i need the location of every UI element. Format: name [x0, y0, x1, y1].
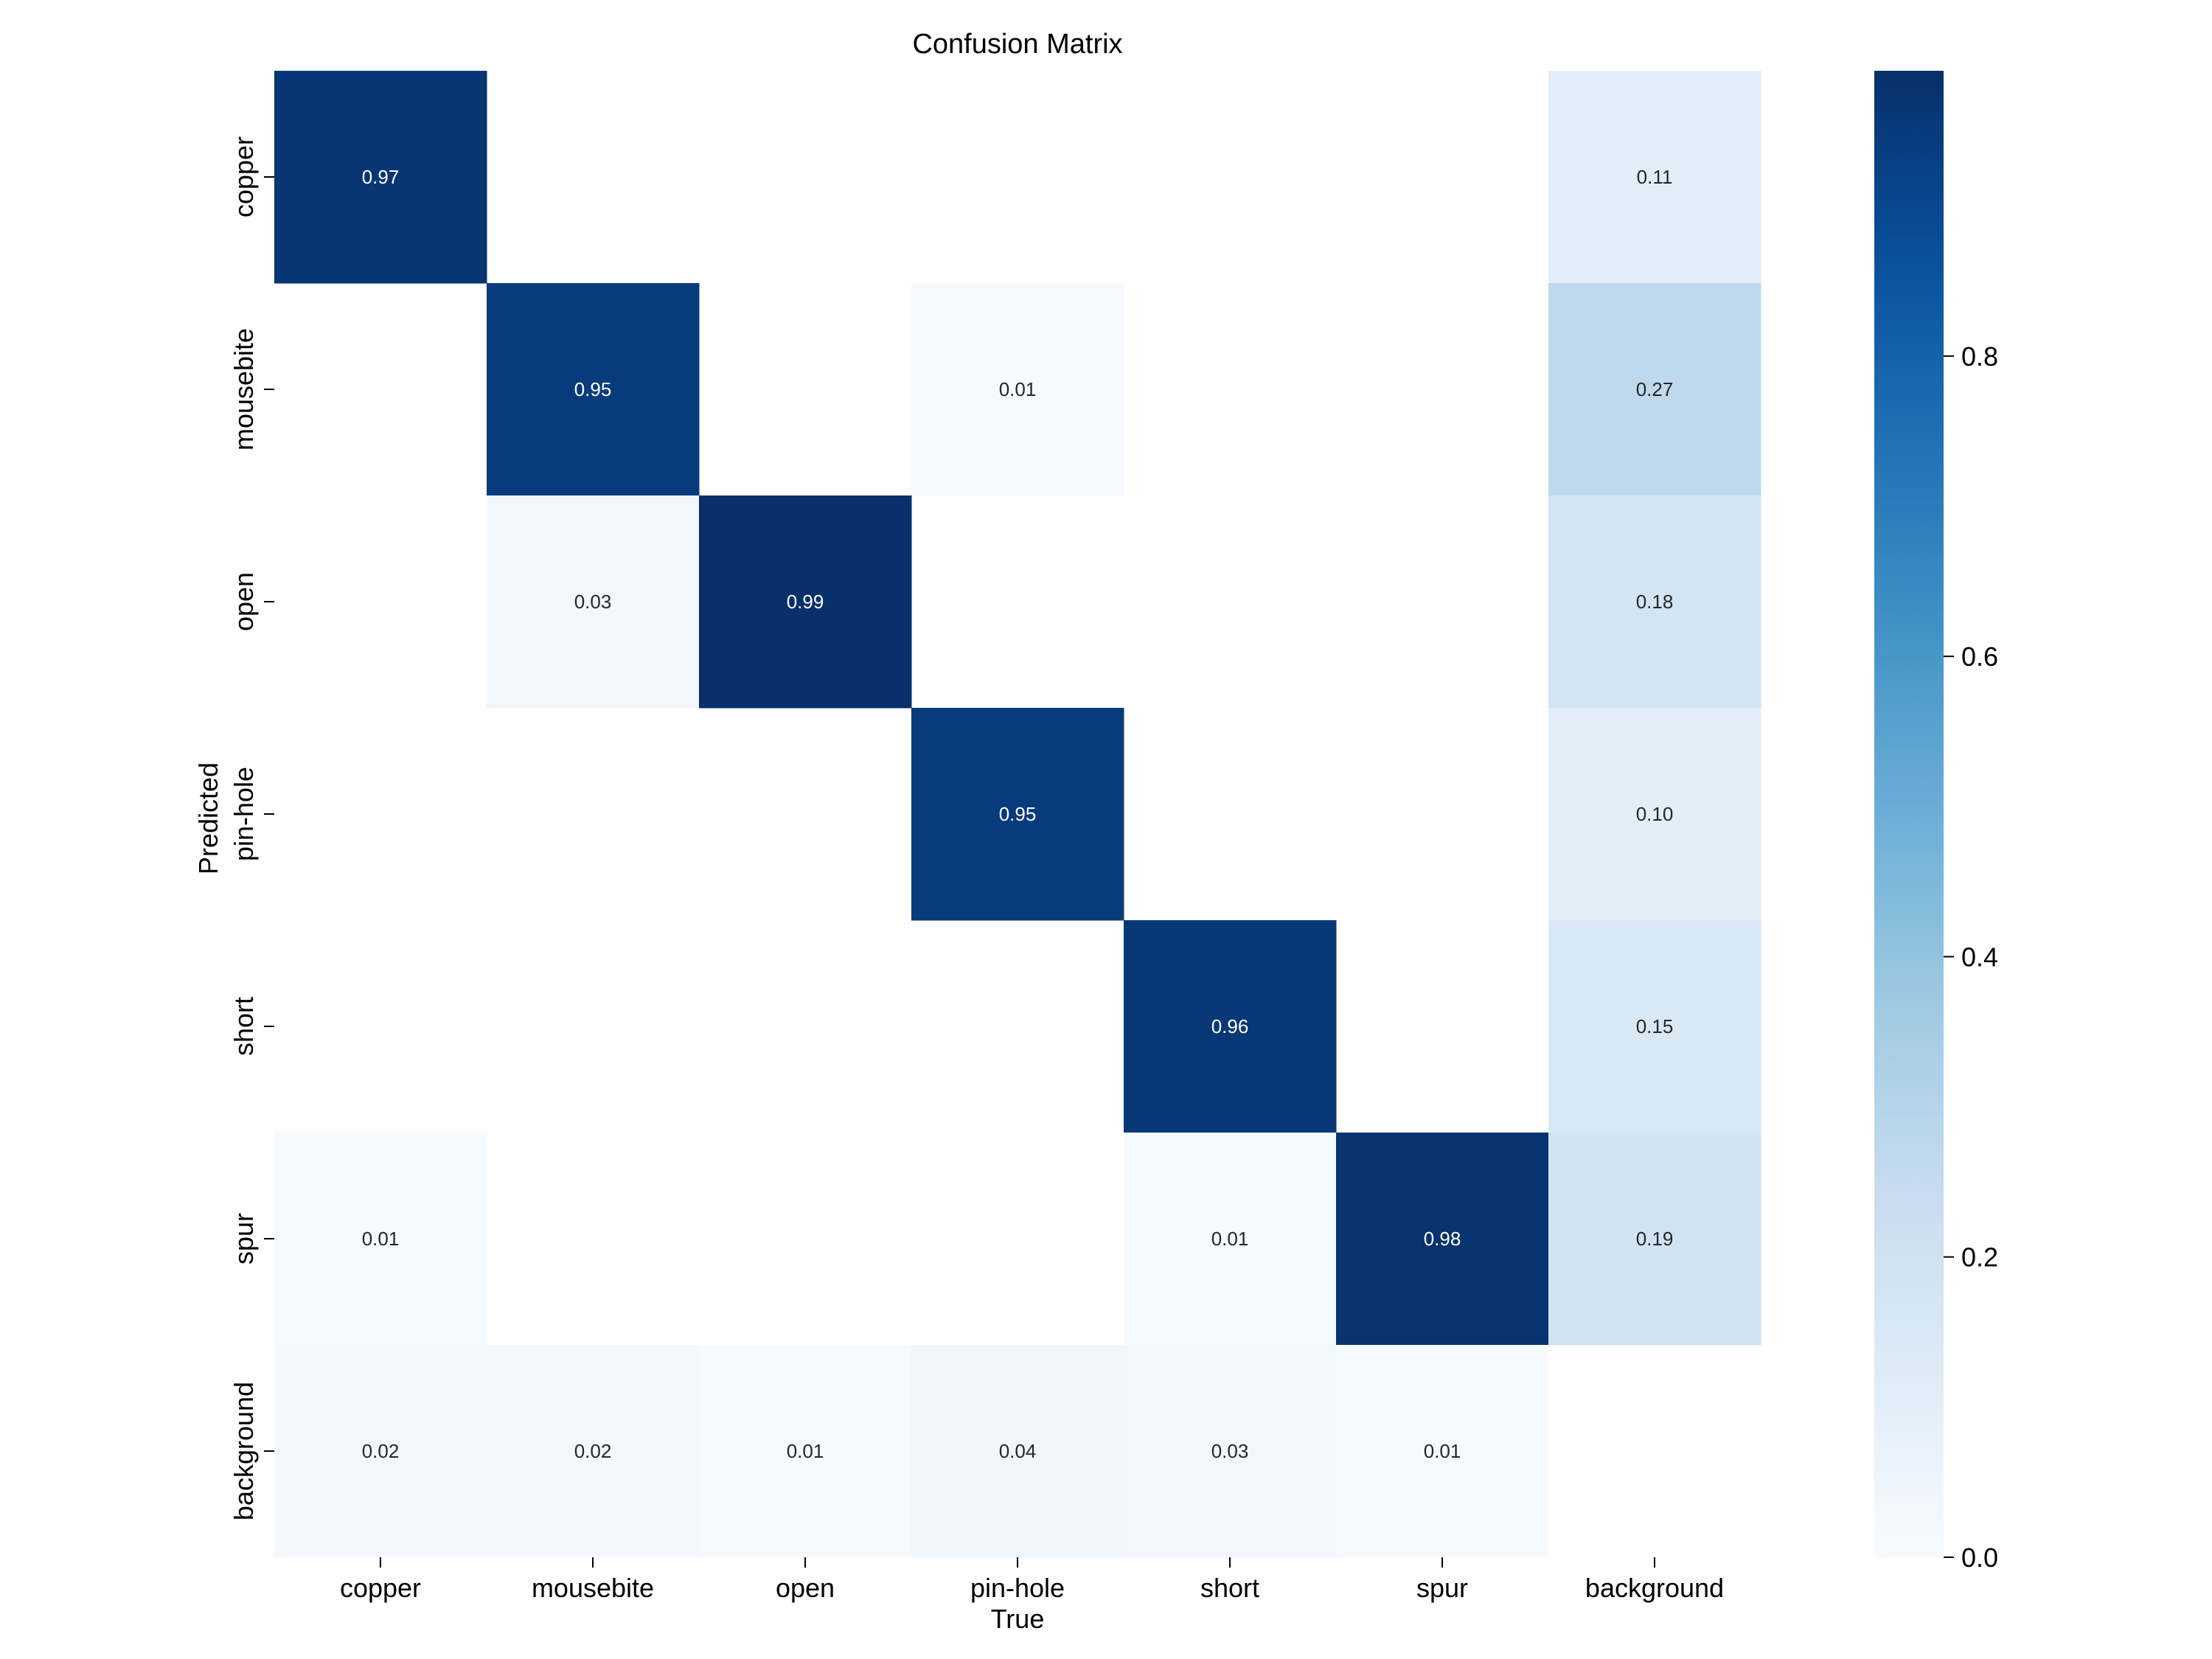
cell-value-label: 0.10 [1636, 803, 1674, 825]
cell-value-label: 0.95 [574, 378, 612, 400]
heatmap-cell [1548, 920, 1761, 1133]
cell-value-label: 0.03 [1211, 1440, 1249, 1462]
cell-value-label: 0.19 [1636, 1228, 1674, 1250]
heatmap-cell [1548, 283, 1761, 496]
y-tick-label: copper [229, 136, 259, 218]
x-axis: copper mousebite open pin-hole short spur back… [340, 1557, 1724, 1603]
cell-value-label: 0.01 [1424, 1440, 1461, 1462]
y-tick-label: mousebite [229, 328, 259, 451]
cell-value-label: 0.96 [1211, 1015, 1249, 1037]
heatmap-cell [1336, 1133, 1549, 1346]
x-tick-label: short [1200, 1573, 1259, 1603]
cell-value-label: 0.01 [362, 1228, 400, 1250]
x-tick-label: pin-hole [970, 1573, 1065, 1603]
colorbar: 0.0 0.2 0.4 0.6 0.8 [1874, 71, 1998, 1573]
y-tick-label: short [229, 997, 259, 1056]
heatmap-cell [911, 708, 1124, 921]
colorbar-gradient [1874, 71, 1944, 1557]
heatmap-cell [487, 495, 700, 709]
x-tick-label: copper [340, 1573, 421, 1603]
y-tick-label: background [229, 1382, 259, 1520]
heatmap-cell [1124, 920, 1337, 1133]
y-tick-label: open [229, 572, 259, 631]
cell-value-label: 0.04 [999, 1440, 1037, 1462]
cell-value-label: 0.03 [574, 591, 612, 613]
heatmap-cell [487, 1345, 700, 1558]
heatmap-cell [1124, 1345, 1337, 1558]
x-axis-label: True [991, 1604, 1045, 1634]
cell-value-label: 0.27 [1636, 378, 1674, 400]
heatmap-cell [274, 1345, 487, 1558]
y-tick-label: pin-hole [229, 767, 259, 861]
heatmap-cell [1548, 1133, 1761, 1346]
heatmap-cell [1548, 495, 1761, 709]
y-axis-label: Predicted [193, 762, 223, 874]
cell-value-label: 0.18 [1636, 591, 1674, 613]
chart-title: Confusion Matrix [912, 29, 1122, 60]
heatmap-cell [911, 1345, 1124, 1558]
heatmap-cell [274, 71, 487, 284]
colorbar-tick-label: 0.4 [1961, 942, 1998, 972]
heatmap-cell [699, 1345, 912, 1558]
x-tick-label: open [776, 1573, 835, 1603]
cell-value-label: 0.98 [1424, 1228, 1461, 1250]
cell-value-label: 0.01 [787, 1440, 824, 1462]
y-axis: copper mousebite open pin-hole short spur back… [229, 136, 274, 1520]
heatmap-cells [274, 71, 1761, 1558]
cell-value-label: 0.01 [1211, 1228, 1249, 1250]
colorbar-tick-label: 0.0 [1961, 1543, 1998, 1573]
heatmap-cell [1124, 1133, 1337, 1346]
cell-value-label: 0.01 [999, 378, 1037, 400]
heatmap-cell [1336, 1345, 1549, 1558]
y-tick-label: spur [229, 1213, 259, 1265]
heatmap-cell [911, 283, 1124, 496]
cell-value-label: 0.15 [1636, 1015, 1674, 1037]
x-tick-label: background [1585, 1573, 1724, 1603]
colorbar-tick-label: 0.2 [1961, 1242, 1998, 1273]
cell-value-label: 0.02 [574, 1440, 612, 1462]
heatmap-cell [487, 283, 700, 496]
heatmap-cell [1548, 708, 1761, 921]
cell-value-label: 0.11 [1637, 166, 1673, 188]
heatmap-cell [699, 495, 912, 709]
cell-value-label: 0.02 [362, 1440, 400, 1462]
heatmap-cell-labels: 0.97 0.11 0.95 0.01 0.27 0.03 0.99 0.18 0.95 0.10… [362, 166, 1674, 1462]
colorbar-tick-label: 0.6 [1961, 641, 1998, 672]
colorbar-tick-label: 0.8 [1961, 341, 1998, 372]
heatmap-cell [1548, 71, 1761, 284]
x-tick-label: spur [1416, 1573, 1468, 1603]
heatmap-cell [274, 1133, 487, 1346]
cell-value-label: 0.97 [362, 166, 400, 188]
x-tick-label: mousebite [532, 1573, 654, 1603]
cell-value-label: 0.95 [999, 803, 1037, 825]
cell-value-label: 0.99 [787, 591, 824, 613]
